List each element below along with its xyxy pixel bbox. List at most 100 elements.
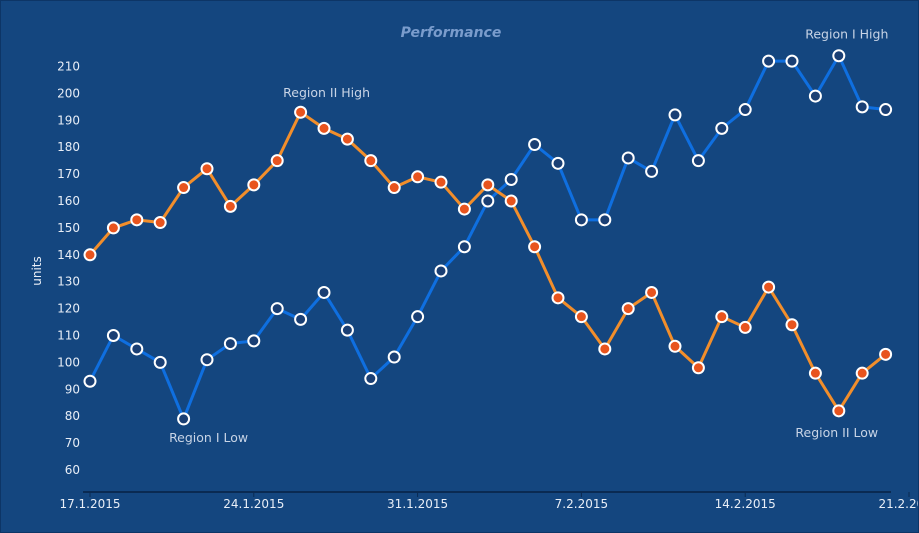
y-tick-label: 190 xyxy=(57,113,80,127)
x-tick-label: 14.2.2015 xyxy=(715,497,776,511)
series-2-point[interactable] xyxy=(457,202,471,216)
series-2-point[interactable] xyxy=(106,221,120,235)
series-1-point[interactable] xyxy=(715,121,729,135)
series-1-point[interactable] xyxy=(668,108,682,122)
y-tick-label: 110 xyxy=(57,329,80,343)
series-2-point[interactable] xyxy=(504,194,518,208)
series-2-point[interactable] xyxy=(317,121,331,135)
series-1-point[interactable] xyxy=(832,49,846,63)
series-2-point[interactable] xyxy=(808,366,822,380)
series-1-point[interactable] xyxy=(504,172,518,186)
series-2-point[interactable] xyxy=(247,178,261,192)
series-1-point[interactable] xyxy=(457,240,471,254)
y-tick-label: 200 xyxy=(57,86,80,100)
series-2-point[interactable] xyxy=(598,342,612,356)
x-tick-label: 7.2.2015 xyxy=(555,497,608,511)
series-1-point[interactable] xyxy=(481,194,495,208)
y-tick-label: 90 xyxy=(65,382,80,396)
series-1-point[interactable] xyxy=(738,103,752,117)
series-2-point[interactable] xyxy=(551,291,565,305)
series-1-point[interactable] xyxy=(621,151,635,165)
series-2-point[interactable] xyxy=(340,132,354,146)
series-2-point[interactable] xyxy=(668,339,682,353)
series-1-point[interactable] xyxy=(247,334,261,348)
series-2-point[interactable] xyxy=(223,199,237,213)
series-1-point[interactable] xyxy=(528,138,542,152)
y-tick-label: 60 xyxy=(65,463,80,477)
series-1-point[interactable] xyxy=(153,355,167,369)
annotation-label: Region II High xyxy=(283,85,370,100)
series-2-point[interactable] xyxy=(762,280,776,294)
series-2-point[interactable] xyxy=(574,310,588,324)
series-1-point[interactable] xyxy=(879,103,893,117)
series-1-point[interactable] xyxy=(411,310,425,324)
series-1-point[interactable] xyxy=(574,213,588,227)
x-axis-ticks: 17.1.2015 24.1.2015 31.1.2015 7.2.2015 14.2.… xyxy=(59,492,918,511)
series-1-point[interactable] xyxy=(785,54,799,68)
series-2-line xyxy=(88,110,887,413)
series-2-point[interactable] xyxy=(411,170,425,184)
annotation-label: Region I High xyxy=(805,27,888,42)
series-2-point[interactable] xyxy=(855,366,869,380)
y-tick-label: 120 xyxy=(57,302,80,316)
y-axis-ticks: 60 70 80 90 100 110 120 130 140 150 160 170 180 190 20… xyxy=(57,60,80,478)
series-2-point[interactable] xyxy=(153,216,167,230)
x-tick-label: 17.1.2015 xyxy=(59,497,120,511)
series-1-point[interactable] xyxy=(223,337,237,351)
series-2-point[interactable] xyxy=(83,248,97,262)
series-2-point[interactable] xyxy=(715,310,729,324)
series-2-point[interactable] xyxy=(481,178,495,192)
series-2-point[interactable] xyxy=(645,285,659,299)
series-1-point[interactable] xyxy=(83,374,97,388)
series-2-point[interactable] xyxy=(434,175,448,189)
series-1-point[interactable] xyxy=(598,213,612,227)
annotations: Region I Low Region II High Region I High R… xyxy=(169,27,888,445)
series-1-point[interactable] xyxy=(270,302,284,316)
x-tick-label: 21.2.2015 xyxy=(878,497,918,511)
series-2-point[interactable] xyxy=(270,154,284,168)
series-1-point[interactable] xyxy=(387,350,401,364)
y-axis-label: units xyxy=(30,256,44,286)
y-tick-label: 150 xyxy=(57,221,80,235)
chart-title: Performance xyxy=(401,25,502,41)
series-2-point[interactable] xyxy=(130,213,144,227)
series-1-point[interactable] xyxy=(177,412,191,426)
series-1-point[interactable] xyxy=(294,312,308,326)
series-markers xyxy=(83,49,893,426)
series-2-point[interactable] xyxy=(387,181,401,195)
series-2-point[interactable] xyxy=(691,361,705,375)
series-1-point[interactable] xyxy=(106,329,120,342)
series-1-point[interactable] xyxy=(551,156,565,170)
series-2-point[interactable] xyxy=(785,318,799,332)
x-tick-label: 31.1.2015 xyxy=(387,497,448,511)
series-2-point[interactable] xyxy=(364,154,378,168)
series-1-point[interactable] xyxy=(855,100,869,114)
y-tick-label: 160 xyxy=(57,194,80,208)
series-2-point[interactable] xyxy=(832,404,846,418)
series-2-point[interactable] xyxy=(621,302,635,316)
series-1-point[interactable] xyxy=(645,164,659,178)
y-tick-label: 140 xyxy=(57,248,80,262)
series-1-point[interactable] xyxy=(762,54,776,68)
series-1-point[interactable] xyxy=(808,89,822,103)
series-2-point[interactable] xyxy=(294,105,308,119)
y-tick-label: 70 xyxy=(65,436,80,450)
series-2-point[interactable] xyxy=(528,240,542,254)
annotation-label: Region II Low xyxy=(795,425,878,440)
series-2-point[interactable] xyxy=(879,347,893,361)
series-2-point[interactable] xyxy=(200,162,214,176)
y-tick-label: 130 xyxy=(57,275,80,289)
series-1-point[interactable] xyxy=(317,285,331,299)
series-1-point[interactable] xyxy=(434,264,448,278)
series-1-point[interactable] xyxy=(200,353,214,367)
y-tick-label: 100 xyxy=(57,355,80,369)
series-1-point[interactable] xyxy=(340,323,354,337)
series-1-point[interactable] xyxy=(364,372,378,386)
y-tick-label: 180 xyxy=(57,140,80,154)
series-1-point[interactable] xyxy=(130,342,144,356)
series-2-point[interactable] xyxy=(177,181,191,195)
series-1-point[interactable] xyxy=(691,154,705,168)
series-2-point[interactable] xyxy=(738,320,752,334)
